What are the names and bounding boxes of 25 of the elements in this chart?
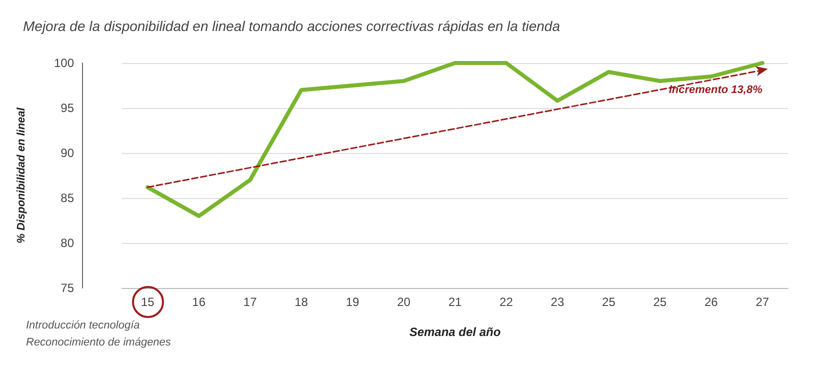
x-axis-title: Semana del año	[409, 325, 501, 339]
line-series	[146, 61, 764, 218]
x-tick-label: 25	[653, 295, 667, 309]
y-tick-label: 80	[60, 236, 74, 250]
chart-title: Mejora de la disponibilidad en lineal tomando acciones correctivas rápidas en la tienda	[23, 18, 560, 34]
x-tick-label: 25	[602, 295, 616, 309]
y-tick-label: 85	[60, 191, 74, 205]
x-tick-label: 21	[448, 295, 462, 309]
x-tick-label: 27	[756, 295, 770, 309]
x-tick-label: 18	[294, 295, 308, 309]
x-tick-label: 22	[500, 295, 514, 309]
x-tick-label: 15	[140, 295, 155, 309]
y-tick-label: 95	[60, 101, 74, 115]
y-tick-label: 75	[60, 281, 74, 295]
y-tick-label: 90	[60, 146, 74, 160]
annotation: Incremento 13,8%	[668, 84, 763, 96]
y-axis-title: % Disponibilidad en lineal	[16, 106, 28, 244]
y-tick-label: 100	[54, 56, 74, 70]
x-tick-label: 20	[397, 295, 411, 309]
x-tick-label: 26	[704, 295, 718, 309]
x-tick-label: 19	[346, 295, 360, 309]
x-tick-label: 23	[550, 295, 564, 309]
text: Introducción tecnología Reconocimiento de imágenes	[26, 320, 172, 348]
x-tick-label: 17	[243, 295, 258, 309]
x-tick-label: 16	[192, 295, 206, 309]
